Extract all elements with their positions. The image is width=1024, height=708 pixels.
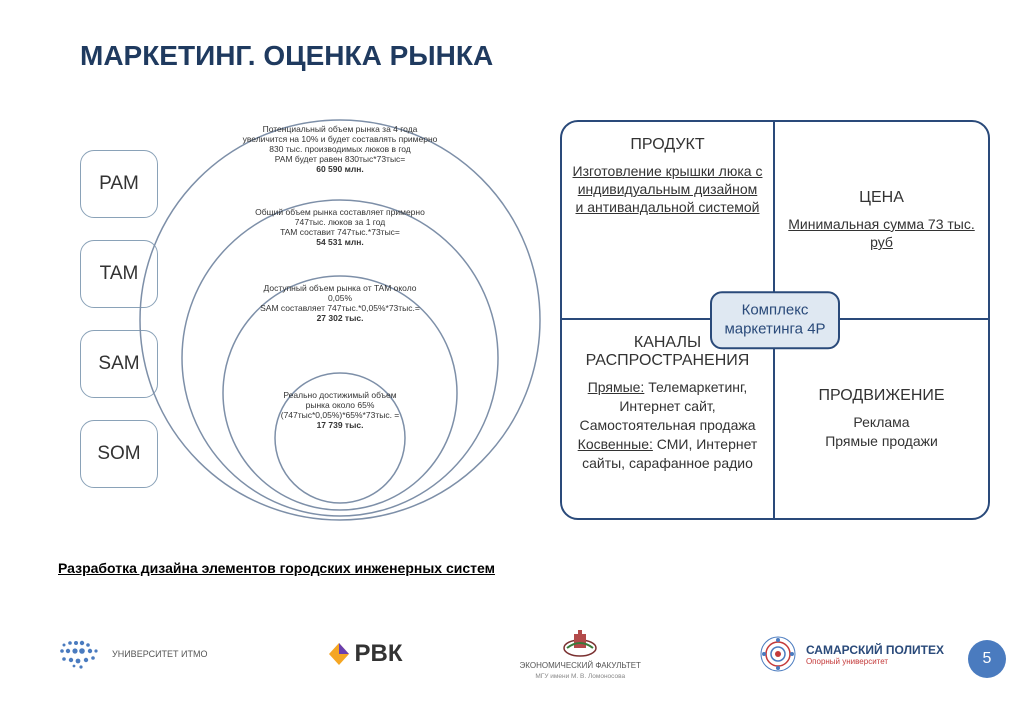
desc-tam: Общий объем рынка составляет примерно 74…: [250, 207, 430, 247]
cell-product: ПРОДУКТ Изготовление крышки люка с индив…: [562, 122, 775, 318]
slide-title: МАРКЕТИНГ. ОЦЕНКА РЫНКА: [80, 40, 493, 72]
matrix-center-badge: Комплекс маркетинга 4P: [710, 291, 840, 349]
cell-body: Изготовление крышки люка с индивидуальны…: [572, 162, 763, 217]
subheading: Разработка дизайна элементов городских и…: [58, 560, 495, 576]
desc-pam: Потенциальный объем рынка за 4 года увел…: [240, 124, 440, 174]
cell-channels: КАНАЛЫ РАСПРОСТРАНЕНИЯ Прямые: Телемарке…: [562, 320, 775, 518]
logo-bar: УНИВЕРСИТЕТ ИТМО РВК ЭКОНОМИЧЕСКИЙ ФАКУЛ…: [58, 624, 944, 684]
logo-label: УНИВЕРСИТЕТ ИТМО: [112, 649, 208, 659]
cell-title: ЦЕНА: [859, 189, 904, 207]
diamond-icon: [325, 640, 353, 668]
matrix-row: КАНАЛЫ РАСПРОСТРАНЕНИЯ Прямые: Телемарке…: [562, 320, 988, 518]
cell-body: Реклама Прямые продажи: [825, 413, 938, 451]
logo-polytech: САМАРСКИЙ ПОЛИТЕХ Опорный университет: [758, 634, 944, 674]
logo-sublabel: МГУ имени М. В. Ломоносова: [535, 673, 625, 680]
emblem-icon: [563, 628, 597, 658]
logo-sublabel: Опорный университет: [806, 657, 944, 666]
cell-price: ЦЕНА Минимальная сумма 73 тыс. руб: [775, 122, 988, 318]
market-sizing-diagram: PAM TAM SAM SOM Потенциальный объем рынк…: [80, 110, 540, 530]
logo-label: ЭКОНОМИЧЕСКИЙ ФАКУЛЬТЕТ: [520, 661, 641, 670]
page-number-badge: 5: [968, 640, 1006, 678]
cell-body: Прямые: Телемаркетинг, Интернет сайт, Са…: [572, 378, 763, 472]
desc-som: Реально достижимый объем рынка около 65%…: [280, 390, 400, 430]
desc-sam: Доступный объем рынка от TAM около 0,05%…: [255, 283, 425, 323]
logo-rvc: РВК: [325, 640, 403, 668]
cell-body: Минимальная сумма 73 тыс. руб: [785, 215, 978, 251]
logo-label: РВК: [355, 640, 403, 668]
logo-msu: ЭКОНОМИЧЕСКИЙ ФАКУЛЬТЕТ МГУ имени М. В. …: [520, 628, 641, 680]
logo-itmo: УНИВЕРСИТЕТ ИТМО: [58, 639, 208, 669]
cell-title: ПРОДУКТ: [630, 136, 704, 154]
cell-promotion: ПРОДВИЖЕНИЕ Реклама Прямые продажи: [775, 320, 988, 518]
target-icon: [758, 634, 798, 674]
marketing-4p-matrix: ПРОДУКТ Изготовление крышки люка с индив…: [560, 120, 990, 520]
dots-icon: [58, 639, 104, 669]
cell-title: ПРОДВИЖЕНИЕ: [818, 387, 944, 405]
logo-label: САМАРСКИЙ ПОЛИТЕХ: [806, 643, 944, 657]
